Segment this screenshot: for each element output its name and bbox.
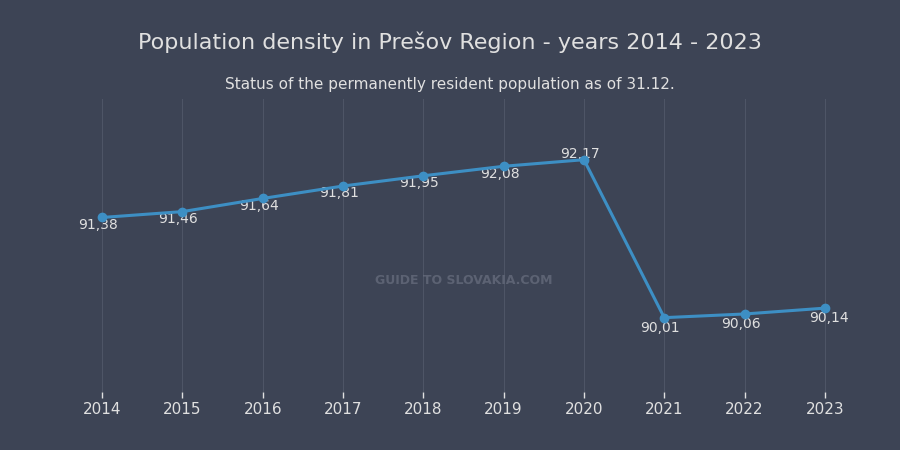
Text: 91,46: 91,46	[158, 212, 198, 226]
Text: 90,06: 90,06	[721, 317, 760, 331]
Text: Status of the permanently resident population as of 31.12.: Status of the permanently resident popul…	[225, 76, 675, 91]
Text: Population density in Prešov Region - years 2014 - 2023: Population density in Prešov Region - ye…	[138, 32, 762, 53]
Text: GUIDE TO SLOVAKIA.COM: GUIDE TO SLOVAKIA.COM	[374, 274, 553, 287]
Text: 91,95: 91,95	[400, 176, 439, 190]
Text: 90,14: 90,14	[809, 311, 849, 325]
Text: 92,17: 92,17	[560, 147, 599, 161]
Text: 91,38: 91,38	[78, 218, 118, 232]
Text: 92,08: 92,08	[480, 166, 519, 180]
Text: 90,01: 90,01	[641, 321, 680, 335]
Text: 91,64: 91,64	[238, 199, 279, 213]
Text: 91,81: 91,81	[320, 186, 359, 200]
